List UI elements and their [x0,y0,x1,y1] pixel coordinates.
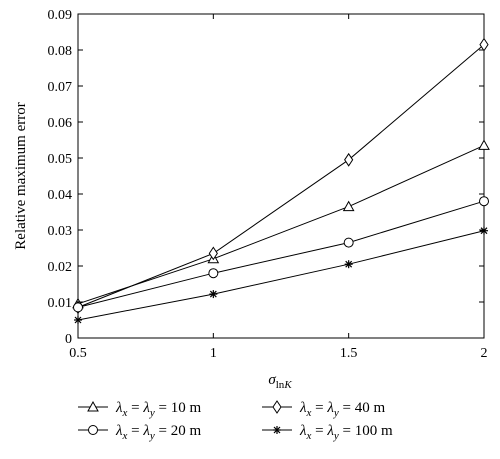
y-tick-label: 0.01 [48,296,73,311]
legend-marker-diamond [272,400,282,414]
series-line-triangle [77,144,485,305]
x-axis-title-sub: ln [276,379,285,391]
x-axis-title-symbol: σ [268,372,276,388]
x-tick-label: 1 [210,346,217,361]
legend-sub-y: y [149,407,155,419]
legend-lambda-y: λ [142,423,150,439]
legend-item-triangle: λx = λy = 10 m [78,400,201,419]
legend-item-diamond: λx = λy = 40 m [262,400,385,419]
legend-sub-x: x [122,407,128,419]
legend-value: 20 m [171,423,202,439]
legend-label: λx = λy = 100 m [299,423,393,442]
legend-value: 10 m [171,400,202,416]
legend-eq: = [127,423,143,439]
legend-item-star: λx = λy = 100 m [262,423,393,442]
legend-value: 40 m [355,400,386,416]
y-tick-label: 0.07 [48,80,73,95]
legend-marker-triangle [87,400,99,412]
y-tick-label: 0.06 [48,116,73,131]
plot-area: 0 0.01 0.02 0.03 0.04 0.05 0.06 0.07 0.08 0.09 0.… [48,8,490,361]
legend-lambda-x: λ [299,400,307,416]
legend-lambda-x: λ [299,423,307,439]
legend-item-circle: λx = λy = 20 m [78,423,201,442]
legend-label: λx = λy = 10 m [115,400,201,419]
series-line-diamond [77,44,485,308]
legend-lambda-y: λ [142,400,150,416]
legend-sub-y: y [333,407,339,419]
y-tick-label: 0 [65,332,72,347]
y-axis: 0 0.01 0.02 0.03 0.04 0.05 0.06 0.07 0.08 0.09 [48,8,484,347]
legend-eq: = [339,423,355,439]
legend-sub-y: y [333,430,339,442]
legend-lambda-y: λ [326,423,334,439]
plot-frame [77,13,485,339]
legend-sub-x: x [122,430,128,442]
y-tick-label: 0.04 [48,188,73,203]
data-point-diamond [479,37,489,52]
legend-marker-circle [88,425,98,435]
x-tick-label: 2 [481,346,488,361]
data-point-triangle [342,200,355,212]
legend-label: λx = λy = 40 m [299,400,385,419]
y-tick-label: 0.05 [48,152,73,167]
data-point-star [74,316,82,324]
data-point-circle [479,196,489,207]
legend-sub-x: x [306,430,312,442]
legend-value: 100 m [355,423,393,439]
x-axis-title-sub-k: K [283,379,292,391]
data-point-diamond [344,152,354,167]
data-point-star [480,226,488,235]
series-line-star [77,230,485,321]
legend-sub-y: y [149,430,155,442]
series-line-circle [77,200,485,308]
y-tick-label: 0.08 [48,44,73,59]
x-tick-label: 0.5 [69,346,87,361]
y-tick-label: 0.09 [48,8,73,23]
series-lines [77,44,485,321]
legend-lambda-y: λ [326,400,334,416]
legend-sub-x: x [306,407,312,419]
x-axis: 0.5 1 1.5 2 [69,14,488,361]
legend-lambda-x: λ [115,423,123,439]
legend-eq: = [155,423,171,439]
data-point-triangle [478,139,490,150]
data-point-star [344,260,353,269]
series-markers [72,37,490,324]
x-tick-label: 1.5 [340,346,358,361]
data-point-circle [208,268,219,279]
data-point-diamond [208,246,218,261]
legend-marker-star [273,426,281,434]
legend-eq: = [311,423,327,439]
data-point-star [209,290,218,299]
legend-label: λx = λy = 20 m [115,423,201,442]
y-tick-label: 0.03 [48,224,73,239]
legend-eq: = [311,400,327,416]
x-axis-title: σlnK [268,372,292,391]
legend-lambda-x: λ [115,400,123,416]
y-tick-label: 0.02 [48,260,73,275]
data-point-circle [73,302,83,313]
data-point-circle [343,237,354,248]
legend-eq: = [339,400,355,416]
y-axis-title: Relative maximum error [13,102,29,249]
legend-eq: = [155,400,171,416]
legend: λx = λy = 10 m λx = λy = 40 mλx = λy = 20… [78,400,393,442]
legend-eq: = [127,400,143,416]
